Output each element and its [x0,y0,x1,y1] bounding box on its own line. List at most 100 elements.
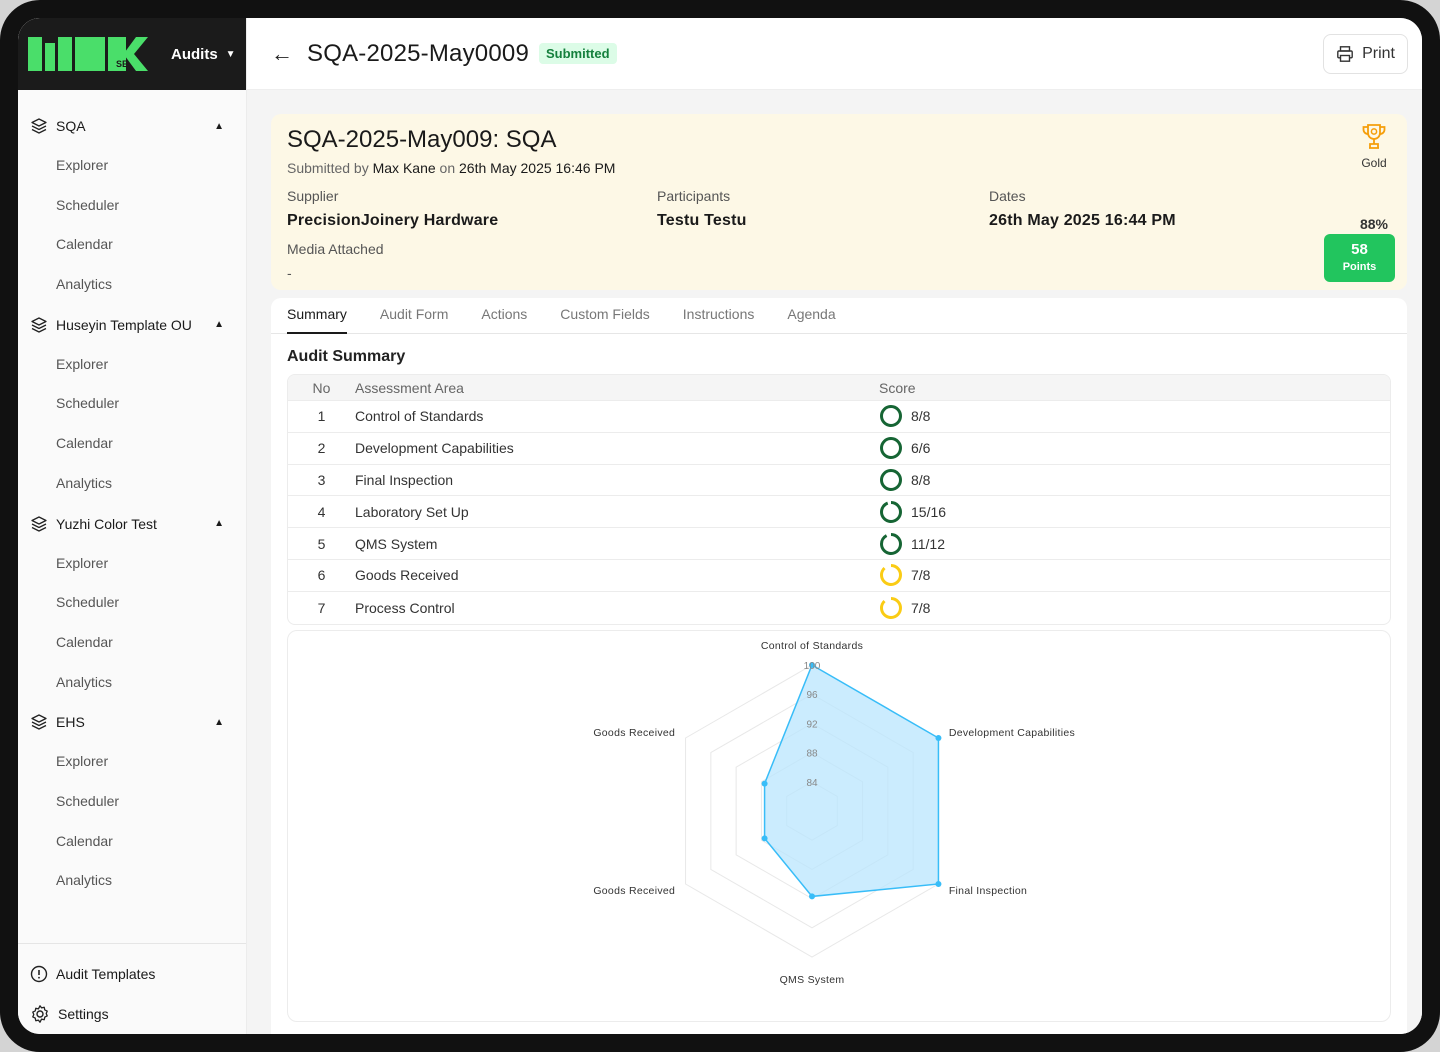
row-area: Process Control [355,599,455,616]
audits-menu[interactable]: Audits ▼ [171,46,236,63]
points-badge: 58 Points [1324,234,1395,282]
sidebar-item-calendar[interactable]: Calendar [56,435,113,452]
radar-chart: 84 88 92 96 100 Control of Standards Developme… [287,630,1391,1022]
radar-tick-label: 100 [804,661,821,672]
table-row: 4 Laboratory Set Up 15/16 [288,496,1390,529]
tab-agenda[interactable]: Agenda [787,306,836,322]
sidebar: SE Audits ▼ SQA ▲ Explorer Scheduler Calenda… [18,18,247,1034]
layers-icon [31,118,47,134]
radar-category-label: Final Inspection [949,885,1027,897]
radar-tick-label: 96 [806,690,818,701]
sidebar-item-scheduler[interactable]: Scheduler [56,594,120,611]
sidebar-group-3[interactable]: EHS ▲ [18,702,246,742]
back-arrow-icon[interactable]: ← [271,40,293,66]
radar-data-point [935,881,942,887]
settings-link[interactable]: Settings [18,994,246,1034]
tab-actions[interactable]: Actions [481,306,528,322]
score-text: 7/8 [911,567,931,584]
row-number: 2 [317,440,326,457]
row-area: Final Inspection [355,471,454,488]
radar-data-point [809,893,815,900]
row-score: 7/8 [879,563,930,587]
row-number: 7 [317,599,326,616]
sidebar-group-title: SQA [56,118,86,134]
sidebar-item-explorer[interactable]: Explorer [56,753,109,770]
chevron-up-icon[interactable]: ▲ [214,518,224,529]
sidebar-item-scheduler[interactable]: Scheduler [56,395,120,412]
sidebar-group-1[interactable]: Huseyin Template OU ▲ [18,305,246,345]
gear-icon [32,1005,48,1023]
score-text: 6/6 [911,440,931,457]
radar-data-point [809,662,815,668]
score-ring-icon [880,405,902,428]
sidebar-item-explorer[interactable]: Explorer [56,157,109,173]
sidebar-item-calendar[interactable]: Calendar [56,832,113,849]
score-percent: 88% [1359,216,1389,232]
layers-icon [31,317,47,333]
sidebar-group-0[interactable]: SQA ▲ [18,106,246,146]
score-ring-icon [880,468,902,491]
medal-label: Gold [1361,156,1387,170]
radar-tick-label: 84 [806,778,818,789]
audits-menu-label: Audits [171,45,218,63]
chevron-up-icon[interactable]: ▲ [214,319,224,331]
participants-label: Participants [657,188,731,204]
table-row: 6 Goods Received 7/8 [288,560,1390,592]
audit-templates-label: Audit Templates [56,966,156,982]
settings-label: Settings [58,1006,109,1022]
sidebar-item-scheduler[interactable]: Scheduler [56,196,120,213]
sidebar-item-analytics[interactable]: Analytics [56,474,113,491]
sidebar-item-calendar[interactable]: Calendar [56,236,113,253]
audit-templates-link[interactable]: Audit Templates [18,954,246,994]
radar-category-label: Control of Standards [761,640,863,652]
chevron-down-icon: ▼ [225,48,236,60]
sidebar-item-explorer[interactable]: Explorer [56,355,109,372]
tab-summary[interactable]: Summary [287,298,347,334]
chevron-up-icon[interactable]: ▲ [214,120,224,132]
sidebar-item-analytics[interactable]: Analytics [56,276,113,293]
score-text: 8/8 [911,408,931,425]
points-label: Points [1342,261,1377,273]
row-score: 8/8 [879,468,930,492]
sidebar-group-title: Huseyin Template OU [56,316,192,333]
submitted-line: Submitted by Max Kane on 26th May 2025 1… [287,160,615,176]
score-text: 8/8 [911,471,931,488]
tab-bar: Summary Audit Form Actions Custom Fields Ins… [271,298,1407,334]
tab-instructions[interactable]: Instructions [682,306,755,322]
points-value: 58 [1351,241,1368,258]
row-area: Development Capabilities [355,440,514,457]
dates-value: 26th May 2025 16:44 PM [989,212,1176,229]
print-button[interactable]: Print [1323,34,1408,74]
row-area: Laboratory Set Up [355,503,469,520]
sidebar-item-analytics[interactable]: Analytics [56,872,113,889]
tab-custom-fields[interactable]: Custom Fields [560,306,650,322]
submitted-at: 26th May 2025 16:46 PM [459,160,616,176]
sidebar-group-title: EHS [56,714,85,731]
app-screen: SE Audits ▼ SQA ▲ Explorer Scheduler Calenda… [18,18,1422,1034]
row-number: 3 [317,471,326,488]
sidebar-item-scheduler[interactable]: Scheduler [56,792,120,809]
col-header-area: Assessment Area [355,379,464,396]
row-score: 11/12 [879,532,945,556]
tab-audit-form[interactable]: Audit Form [379,306,449,322]
score-ring-icon [880,532,902,555]
page-title: SQA-2025-May0009 [307,39,529,67]
row-score: 6/6 [879,436,930,460]
participants-value: Testu Testu [657,212,747,229]
chevron-up-icon[interactable]: ▲ [214,716,224,728]
sidebar-item-explorer[interactable]: Explorer [56,554,109,571]
row-number: 4 [317,503,326,520]
row-area: QMS System [355,535,438,552]
layers-icon [31,515,47,532]
page-header: ← SQA-2025-May0009 Submitted Print [247,18,1422,90]
logo-letter-l-foot [45,43,55,71]
link-logo[interactable]: SE [28,37,151,71]
sidebar-item-analytics[interactable]: Analytics [56,673,113,690]
sidebar-group-2[interactable]: Yuzhi Color Test ▲ [18,504,246,544]
radar-category-label: Development Capabilities [949,727,1075,739]
radar-tick-label: 88 [806,749,818,760]
audit-summary-title: Audit Summary [287,348,406,365]
sidebar-item-calendar[interactable]: Calendar [56,633,113,650]
table-row: 3 Final Inspection 8/8 [288,465,1390,497]
